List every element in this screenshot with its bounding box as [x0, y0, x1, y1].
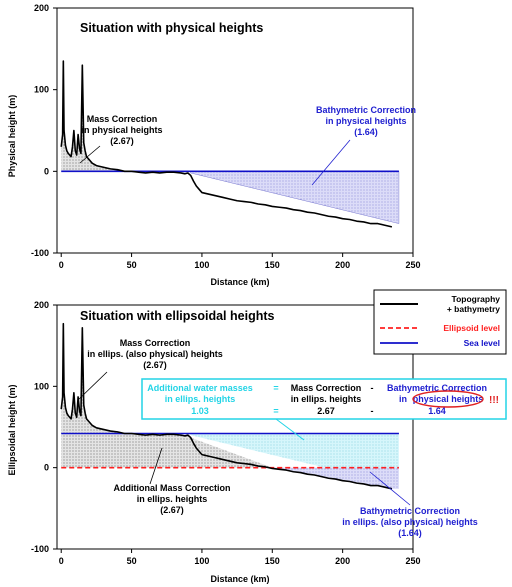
legend-label: Sea level	[464, 338, 500, 348]
legend-label-line: + bathymetry	[447, 304, 500, 314]
x-tick-label: 50	[127, 556, 137, 566]
annotation-line: Additional Mass Correction	[113, 483, 230, 493]
level-lines	[61, 432, 399, 469]
equation-frame	[141, 378, 507, 420]
annotation-line: Bathymetric Correction	[316, 105, 416, 115]
x-tick-label: 100	[194, 556, 209, 566]
equation-sign: =	[273, 383, 278, 393]
annotation-line: (1.64)	[398, 528, 422, 538]
annotation-mass-correction: Mass Correction in physical heights (2.6…	[79, 114, 163, 164]
y-tick-label: -100	[31, 248, 49, 258]
annotation-line: in ellips. (also physical) heights	[87, 349, 223, 359]
equation-line: Mass Correction	[291, 383, 362, 393]
mass-correction-area	[61, 61, 191, 172]
equation-line: physical heights	[413, 394, 484, 404]
y-axis-label: Ellipsoidal height (m)	[7, 384, 17, 475]
x-tick-label: 0	[59, 260, 64, 270]
annotation-leader	[311, 139, 351, 186]
annotation-line: in physical heights	[81, 125, 162, 135]
annotation-additional-mass-correction: Additional Mass Correction in ellips. he…	[113, 447, 231, 515]
y-tick-label: 100	[34, 381, 49, 391]
y-tick-label: 100	[34, 85, 49, 95]
y-axis-label: Physical height (m)	[7, 95, 17, 178]
panel-physical-heights: 0 50 100 150 200 250 -100 0 100 200 Situation wi…	[7, 3, 421, 287]
legend-entry-ellipsoid: Ellipsoid level	[380, 323, 500, 333]
annotation-line: in ellips. heights	[137, 494, 208, 504]
x-tick-label: 200	[335, 556, 350, 566]
annotation-line: in physical heights	[325, 116, 406, 126]
annotation-line: (2.67)	[143, 360, 167, 370]
series-topography	[60, 322, 393, 490]
legend-label: Topography + bathymetry	[447, 294, 500, 314]
annotation-line: Bathymetric Correction	[360, 506, 460, 516]
equation-value: 1.03	[191, 406, 209, 416]
y-tick-label: 0	[44, 463, 49, 473]
x-tick-label: 250	[405, 260, 420, 270]
annotation-line: (2.67)	[160, 505, 184, 515]
y-tick-label: 200	[34, 3, 49, 13]
equation-line: in ellips. heights	[165, 394, 236, 404]
x-axis-label: Distance (km)	[210, 574, 269, 584]
equation-additional-water: Additional water masses in ellips. heigh…	[147, 383, 253, 416]
x-tick-label: 250	[405, 556, 420, 566]
y-tick-label: -100	[31, 544, 49, 554]
legend-label-line: Topography	[452, 294, 501, 304]
topography-line	[60, 322, 393, 490]
annotation-leader	[369, 471, 411, 506]
x-ticks: 0 50 100 150 200 250	[59, 549, 421, 566]
equation-leader	[275, 418, 305, 441]
chart-title: Situation with physical heights	[80, 21, 263, 35]
equation-line: in ellips. heights	[291, 394, 362, 404]
legend-entry-sea-level: Sea level	[380, 338, 500, 348]
equation-bathymetric: Bathymetric Correction in physical heigh…	[387, 383, 487, 416]
y-ticks: -100 0 100 200	[31, 3, 57, 258]
topography-line	[60, 60, 393, 228]
annotation-mass-correction-ellips: Mass Correction in ellips. (also physica…	[77, 338, 223, 401]
equation-sign: -	[371, 406, 374, 416]
annotation-line: (2.67)	[110, 136, 134, 146]
equation-box: Additional water masses in ellips. heigh…	[141, 378, 507, 441]
equation-mass-correction: Mass Correction in ellips. heights 2.67	[291, 383, 362, 416]
equation-value: 1.64	[428, 406, 446, 416]
series-topography	[60, 60, 393, 228]
x-ticks: 0 50 100 150 200 250	[59, 253, 421, 270]
equation-line: Bathymetric Correction	[387, 383, 487, 393]
plot-frame	[56, 304, 414, 550]
annotation-leader	[77, 371, 108, 401]
annotation-line: Mass Correction	[87, 114, 158, 124]
y-ticks: -100 0 100 200	[31, 300, 57, 554]
equation-sign: -	[371, 383, 374, 393]
annotation-leader	[149, 447, 163, 485]
annotation-line: in ellips. (also physical) heights	[342, 517, 478, 527]
legend-label: Ellipsoid level	[443, 323, 500, 333]
x-axis-label: Distance (km)	[210, 277, 269, 287]
x-tick-label: 150	[265, 260, 280, 270]
equation-sign: =	[273, 406, 278, 416]
annotation-leader	[79, 145, 101, 164]
x-tick-label: 100	[194, 260, 209, 270]
y-tick-label: 200	[34, 300, 49, 310]
equation-line: Additional water masses	[147, 383, 253, 393]
panel-ellipsoidal-heights: 0 50 100 150 200 250 -100 0 100 200 Situation wi…	[7, 289, 507, 584]
annotation-bathymetric-correction-ellips: Bathymetric Correction in ellips. (also …	[342, 471, 478, 538]
equation-value: 2.67	[317, 406, 335, 416]
annotation-line: (1.64)	[354, 127, 378, 137]
y-tick-label: 0	[44, 166, 49, 176]
legend-entry-topography: Topography + bathymetry	[380, 294, 500, 314]
x-tick-label: 50	[127, 260, 137, 270]
legend: Topography + bathymetry Ellipsoid level S…	[373, 289, 507, 355]
chart-title: Situation with ellipsoidal heights	[80, 309, 275, 323]
plot-frame	[56, 7, 414, 254]
x-tick-label: 200	[335, 260, 350, 270]
x-tick-label: 150	[265, 556, 280, 566]
annotation-line: Mass Correction	[120, 338, 191, 348]
exclamation-mark: !!!	[489, 395, 499, 406]
annotation-bathymetric-correction: Bathymetric Correction in physical heigh…	[311, 105, 416, 186]
equation-line: in	[399, 394, 407, 404]
highlight-ellipse	[412, 390, 484, 408]
x-tick-label: 0	[59, 556, 64, 566]
